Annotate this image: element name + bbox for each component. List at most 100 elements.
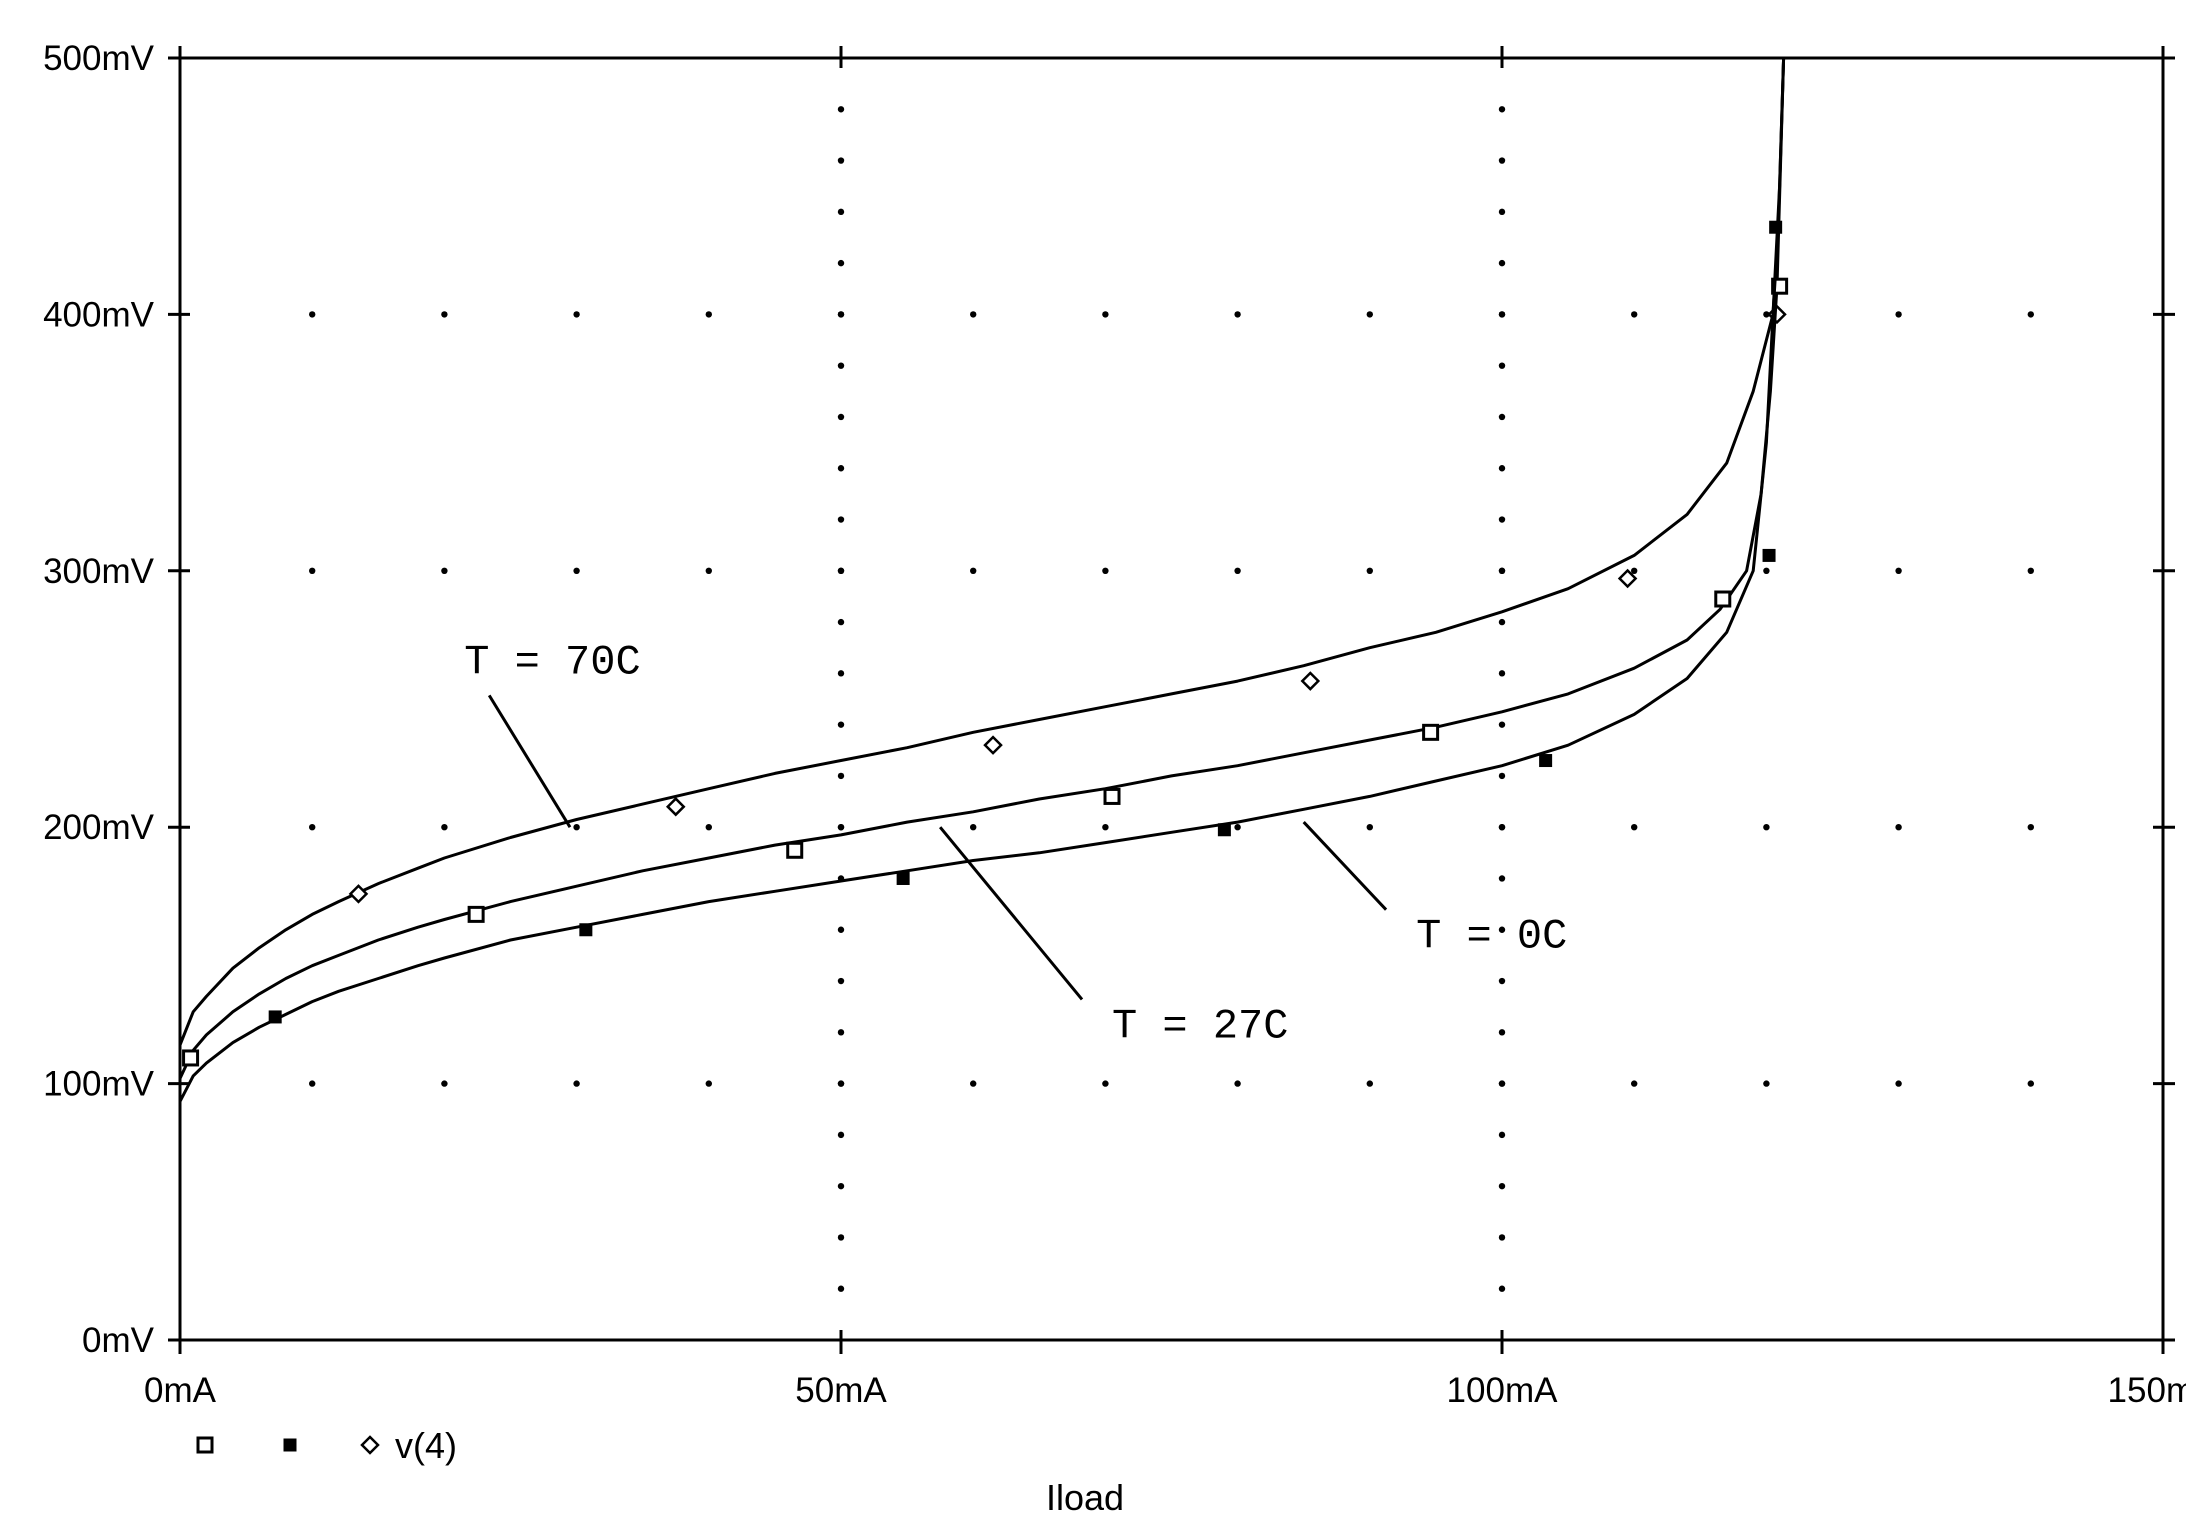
grid-dot: [573, 567, 580, 574]
y-tick-label: 100mV: [43, 1065, 155, 1104]
annotation-t-0c: T = 0C: [1416, 913, 1567, 961]
grid-dot: [1498, 824, 1506, 831]
grid-dot: [1631, 824, 1638, 831]
grid-dot: [1498, 106, 1506, 113]
grid-dot: [970, 567, 977, 574]
grid-dot: [837, 977, 845, 985]
series-marker-t-70c: [665, 796, 686, 817]
grid-dot: [837, 926, 845, 933]
series-marker-t-70c: [1617, 568, 1638, 589]
grid-dot: [1631, 1080, 1638, 1087]
series-line-t-27c: [178, 57, 1786, 1080]
x-tick-label: 0mA: [144, 1371, 217, 1410]
grid-dot: [1102, 311, 1109, 318]
grid-dot: [1895, 311, 1902, 318]
grid-dot: [1895, 567, 1902, 574]
grid-dot: [837, 311, 845, 318]
x-tick-label: 100mA: [1447, 1371, 1559, 1410]
grid-dot: [1498, 1234, 1506, 1241]
grid-dot: [837, 670, 845, 677]
legend: v(4): [196, 1425, 457, 1466]
grid-dot: [837, 157, 845, 164]
series-marker-t-0c: [1217, 823, 1231, 837]
grid-dot: [1102, 1080, 1109, 1087]
annotation-leader-t-0c: [1302, 821, 1388, 911]
grid-dot: [1234, 1080, 1241, 1087]
grid-dot: [2027, 311, 2035, 318]
series-marker-t-27c: [182, 1049, 200, 1067]
grid-dot: [1234, 311, 1241, 318]
grid-dot: [1366, 567, 1374, 574]
grid-dot: [970, 1080, 977, 1087]
grid-dot: [837, 106, 845, 113]
grid-dot: [1498, 362, 1506, 369]
grid-dot: [837, 1080, 845, 1087]
grid-dot: [1498, 567, 1506, 574]
grid-dot: [1498, 1029, 1506, 1036]
grid-dot: [1763, 311, 1770, 318]
grid-dot: [1498, 1080, 1506, 1087]
grid-dot: [1763, 567, 1770, 574]
grid-dot: [837, 772, 845, 780]
series-marker-t-70c: [1300, 671, 1321, 691]
grid-dot: [1234, 567, 1241, 574]
grid-dot: [970, 311, 977, 318]
series-marker-t-0c: [896, 871, 910, 885]
legend-marker-square-open: [196, 1436, 214, 1454]
grid-dot: [837, 824, 845, 831]
grid-dot: [309, 824, 316, 831]
y-tick-label: 200mV: [43, 808, 155, 847]
grid-dot: [1366, 1080, 1374, 1087]
grid-dot: [837, 1182, 845, 1190]
grid-dot: [837, 1234, 845, 1241]
grid-dot: [837, 1029, 845, 1036]
grid-dot: [1102, 567, 1109, 574]
grid-dot: [705, 311, 712, 318]
grid-dot: [1895, 1080, 1902, 1087]
grid-dot: [1498, 413, 1506, 421]
grid-dot: [1498, 1182, 1506, 1190]
grid-dot: [309, 311, 316, 318]
grid-dot: [1498, 1285, 1506, 1292]
grid-dot: [1498, 670, 1506, 677]
grid-dot: [1498, 208, 1506, 216]
grid-dot: [837, 516, 845, 523]
series-marker-t-70c: [348, 884, 369, 904]
grid-dot: [837, 413, 845, 421]
series-marker-t-0c: [1769, 220, 1783, 234]
grid-dot: [1631, 311, 1638, 318]
x-tick-label: 150mA: [2108, 1371, 2186, 1410]
grid-dot: [441, 567, 448, 574]
series-marker-t-27c: [467, 905, 485, 923]
y-tick-label: 500mV: [43, 39, 155, 78]
grid-dot: [573, 824, 580, 831]
grid-dot: [837, 259, 845, 267]
series-marker-t-27c: [786, 841, 804, 859]
grid-dot: [1498, 259, 1506, 267]
annotation-leader-t-70c: [487, 694, 572, 828]
grid-dot: [1498, 721, 1506, 728]
grid-dot: [837, 618, 845, 626]
grid-dot: [1895, 824, 1902, 831]
series-line-t-70c: [178, 57, 1786, 1046]
grid-dot: [1366, 311, 1374, 318]
grid-dot: [1498, 157, 1506, 164]
grid-dot: [1366, 824, 1374, 831]
grid-dot: [1498, 1131, 1506, 1139]
grid-dot: [1763, 1080, 1770, 1087]
grid-dot: [573, 1080, 580, 1087]
grid-dot: [837, 208, 845, 216]
grid-dot: [1102, 824, 1109, 831]
grid-dot: [1498, 977, 1506, 985]
y-tick-label: 0mV: [82, 1321, 155, 1360]
y-tick-label: 400mV: [43, 295, 155, 334]
grid-dot: [970, 824, 977, 831]
y-tick-label: 300mV: [43, 552, 155, 591]
grid-dot: [1498, 772, 1506, 780]
grid-dot: [309, 1080, 316, 1087]
grid: [309, 106, 2035, 1292]
grid-dot: [837, 567, 845, 574]
grid-dot: [1498, 516, 1506, 523]
grid-dot: [1498, 875, 1506, 882]
